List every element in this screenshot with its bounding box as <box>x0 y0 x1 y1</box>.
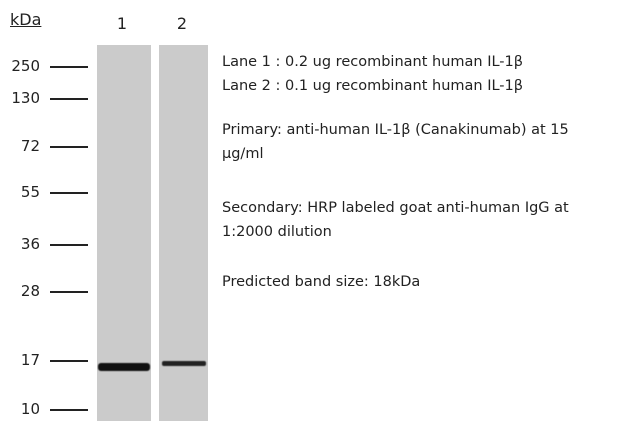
marker-tick <box>50 98 88 100</box>
marker-tick <box>50 192 88 194</box>
axis-label: kDa <box>10 10 41 29</box>
marker-label: 36 <box>6 235 40 253</box>
marker-tick <box>50 291 88 293</box>
note: Predicted band size: 18kDa <box>222 270 614 294</box>
marker-tick <box>50 244 88 246</box>
note: Primary: anti-human IL-1β (Canakinumab) … <box>222 118 614 166</box>
band <box>162 361 206 366</box>
band <box>98 363 150 371</box>
lane-number: 1 <box>112 14 132 33</box>
note: Lane 2 : 0.1 ug recombinant human IL-1β <box>222 74 614 98</box>
marker-tick <box>50 360 88 362</box>
marker-label: 130 <box>6 89 40 107</box>
lane-number: 2 <box>172 14 192 33</box>
marker-tick <box>50 146 88 148</box>
marker-label: 72 <box>6 137 40 155</box>
marker-tick <box>50 66 88 68</box>
marker-label: 17 <box>6 351 40 369</box>
marker-label: 28 <box>6 282 40 300</box>
note: Secondary: HRP labeled goat anti-human I… <box>222 196 614 244</box>
marker-label: 10 <box>6 400 40 418</box>
blot-figure: kDa 1 2 250 130 72 55 36 28 17 10 Lane 1 : 0.2 u… <box>0 0 622 421</box>
marker-label: 55 <box>6 183 40 201</box>
marker-label: 250 <box>6 57 40 75</box>
marker-tick <box>50 409 88 411</box>
note: Lane 1 : 0.2 ug recombinant human IL-1β <box>222 50 614 74</box>
